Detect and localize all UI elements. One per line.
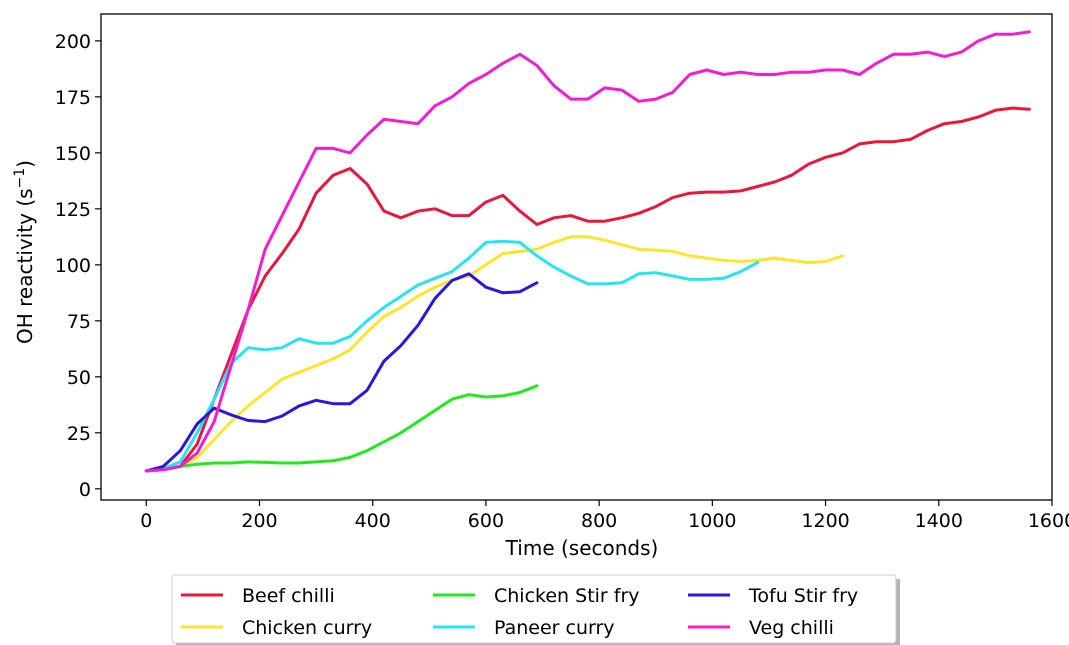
legend-label-chicken-curry: Chicken curry <box>242 617 372 639</box>
y-axis: 0 25 50 75 100 125 150 175 200 <box>55 31 101 501</box>
y-tick-label: 100 <box>55 255 91 277</box>
y-tick-label: 50 <box>67 367 91 389</box>
series-line-tofu-stir-fry <box>144 272 539 473</box>
y-tick-label: 75 <box>67 311 91 333</box>
y-tick-label: 125 <box>55 199 91 221</box>
x-axis-title: Time (seconds) <box>505 536 659 560</box>
series-layer <box>144 30 1031 473</box>
y-tick-label: 175 <box>55 87 91 109</box>
y-tick-label: 25 <box>67 423 91 445</box>
y-tick-label: 150 <box>55 143 91 165</box>
x-tick-label: 1200 <box>801 510 849 532</box>
legend: Beef chilli Chicken curry Chicken Stir fry… <box>171 574 900 645</box>
x-tick-label: 800 <box>581 510 617 532</box>
series-line-chicken-curry <box>144 235 845 473</box>
x-tick-label: 400 <box>355 510 391 532</box>
x-tick-label: 1000 <box>688 510 736 532</box>
y-axis-title-superscript: −1 <box>12 168 28 189</box>
plot-frame <box>100 13 1053 501</box>
series-line-veg-chilli <box>144 30 1031 473</box>
x-tick-label: 200 <box>241 510 277 532</box>
legend-label-veg-chilli: Veg chilli <box>749 617 834 639</box>
series-line-chicken-stir-fry <box>144 384 539 473</box>
legend-label-chicken-stir-fry: Chicken Stir fry <box>494 585 640 607</box>
legend-label-tofu-stir-fry: Tofu Stir fry <box>748 585 858 607</box>
legend-label-beef-chilli: Beef chilli <box>242 585 335 607</box>
y-tick-label: 200 <box>55 31 91 53</box>
legend-label-paneer-curry: Paneer curry <box>494 617 615 639</box>
y-axis-title-close: ) <box>13 160 37 168</box>
series-line-paneer-curry <box>144 239 760 473</box>
x-tick-label: 1400 <box>915 510 963 532</box>
legend-items: Beef chilli Chicken curry Chicken Stir fry… <box>181 585 858 639</box>
x-tick-label: 600 <box>468 510 504 532</box>
y-axis-title: OH reactivity (s−1) <box>12 160 37 344</box>
series-line-beef-chilli <box>144 106 1031 473</box>
y-tick-label: 0 <box>79 479 91 501</box>
x-tick-label: 0 <box>140 510 152 532</box>
y-axis-title-main: OH reactivity (s <box>13 188 37 344</box>
